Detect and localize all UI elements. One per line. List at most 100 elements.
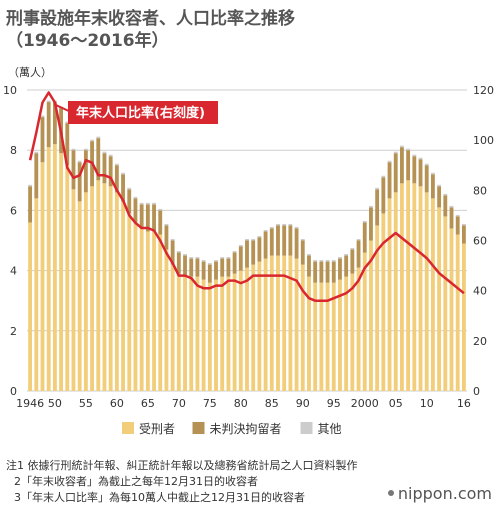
bar-unsentenced <box>183 255 187 277</box>
bar-sentenced <box>251 264 256 391</box>
bar-unsentenced <box>424 165 429 193</box>
bar-unsentenced <box>369 207 373 241</box>
footnote-2: 2「年末收容者」為截止之每年12月31日的收容者 <box>14 475 258 488</box>
bar-sentenced <box>362 252 367 391</box>
bar-other <box>437 184 442 187</box>
bar-other <box>424 163 429 166</box>
y-right-tick-label: 120 <box>473 84 494 97</box>
y-right-tick-label: 100 <box>473 134 494 147</box>
bar-sentenced <box>71 189 76 391</box>
bar-other <box>245 238 249 241</box>
bar-sentenced <box>455 234 460 391</box>
bar-other <box>288 223 293 226</box>
bar-other <box>96 136 101 139</box>
bar-sentenced <box>121 201 125 391</box>
legend-label: 未判決拘留者 <box>210 422 282 436</box>
bar-unsentenced <box>71 150 76 190</box>
bar-other <box>207 263 212 265</box>
bar-unsentenced <box>195 258 200 277</box>
bar-other <box>83 148 88 151</box>
footnotes: 注1 依據行刑統計年報、糾正統計年報以及總務省統計局之人口資料製作 2「年末收容… <box>6 458 358 506</box>
bar-unsentenced <box>344 255 349 277</box>
bar-sentenced <box>158 234 163 391</box>
bar-sentenced <box>96 180 101 391</box>
bar-unsentenced <box>269 228 274 256</box>
bar-other <box>34 151 39 154</box>
bar-other <box>412 154 417 157</box>
bar-sentenced <box>369 240 373 391</box>
bar-unsentenced <box>362 222 367 253</box>
bar-unsentenced <box>28 186 33 223</box>
bar-sentenced <box>46 147 51 391</box>
bar-unsentenced <box>158 210 163 235</box>
bar-unsentenced <box>455 216 460 235</box>
bar-sentenced <box>381 213 386 391</box>
bar-sentenced <box>387 198 392 391</box>
bar-unsentenced <box>400 147 404 184</box>
footnote-1: 注1 依據行刑統計年報、糾正統計年報以及總務省統計局之人口資料製作 <box>6 459 358 472</box>
bar-other <box>238 245 243 247</box>
bar-unsentenced <box>220 258 225 277</box>
x-tick-label: 65 <box>141 397 155 410</box>
y-right-tick-label: 60 <box>473 235 487 248</box>
bar-other <box>269 226 274 229</box>
bar-other <box>418 157 423 160</box>
bar-other <box>121 172 125 175</box>
bar-other <box>251 238 256 241</box>
bar-other <box>344 254 349 256</box>
bar-sentenced <box>245 267 249 391</box>
bar-sentenced <box>90 186 94 391</box>
bar-sentenced <box>164 249 169 391</box>
bar-other <box>263 229 268 232</box>
bar-sentenced <box>214 279 218 391</box>
bar-unsentenced <box>245 240 249 268</box>
bar-other <box>145 202 150 205</box>
brand-text: nippon.com <box>397 484 492 503</box>
legend-label: 受刑者 <box>139 422 175 436</box>
bar-unsentenced <box>176 252 181 274</box>
y-right-tick-label: 80 <box>473 184 487 197</box>
bar-other <box>387 160 392 163</box>
bar-unsentenced <box>127 189 132 214</box>
brand-dot-icon <box>387 489 394 496</box>
bar-sentenced <box>220 276 225 391</box>
bar-other <box>449 205 454 208</box>
y-left-tick-label: 8 <box>10 144 17 157</box>
x-tick-label: 70 <box>172 397 186 410</box>
bar-sentenced <box>325 282 330 391</box>
bar-sentenced <box>350 273 355 391</box>
bar-sentenced <box>288 255 293 391</box>
x-tick-label: 90 <box>296 397 310 410</box>
bar-sentenced <box>344 276 349 391</box>
bar-sentenced <box>65 165 70 391</box>
bar-unsentenced <box>381 177 386 214</box>
bar-unsentenced <box>288 225 293 256</box>
bar-other <box>108 154 113 157</box>
x-tick-label: 80 <box>234 397 248 410</box>
bar-sentenced <box>375 225 380 391</box>
bar-sentenced <box>183 276 187 391</box>
bar-sentenced <box>139 228 144 391</box>
bar-unsentenced <box>319 261 324 283</box>
bar-sentenced <box>300 264 305 391</box>
bar-unsentenced <box>282 225 287 256</box>
bar-sentenced <box>170 264 175 391</box>
x-tick-label: 2000 <box>351 397 379 410</box>
x-tick-label: 60 <box>110 397 124 410</box>
x-tick-label: 05 <box>389 397 403 410</box>
bar-other <box>381 175 386 178</box>
bar-unsentenced <box>238 246 243 271</box>
bar-other <box>325 260 330 262</box>
bar-unsentenced <box>406 150 411 181</box>
bar-sentenced <box>461 243 466 391</box>
y-left-tick-label: 6 <box>10 204 17 217</box>
bar-sentenced <box>263 258 268 391</box>
footnote-3: 3「年末人口比率」為每10萬人中截止之12月31日的收容者 <box>14 491 305 504</box>
bar-sentenced <box>430 198 435 391</box>
bar-other <box>164 223 169 226</box>
y-left-tick-label: 10 <box>3 84 17 97</box>
bar-unsentenced <box>145 204 150 232</box>
bar-other <box>65 121 70 124</box>
x-tick-label: 50 <box>48 397 62 410</box>
